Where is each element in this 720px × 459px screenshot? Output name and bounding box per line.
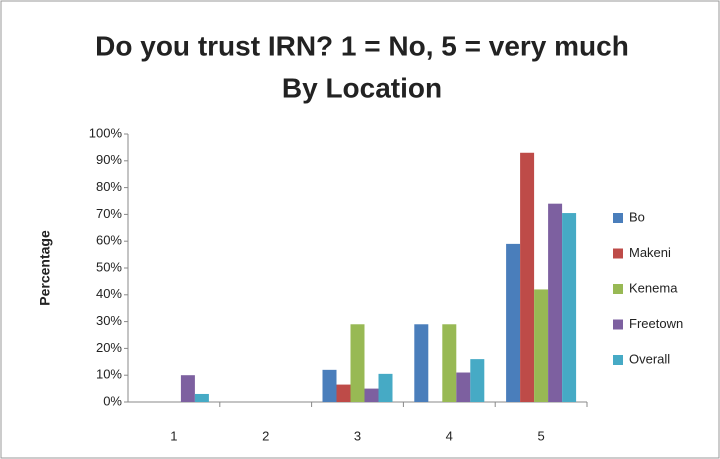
bar bbox=[506, 243, 521, 402]
bar bbox=[350, 324, 365, 402]
x-tick-label: 1 bbox=[170, 428, 177, 443]
bar bbox=[470, 359, 485, 402]
bar bbox=[562, 213, 577, 402]
y-tick-label: 50% bbox=[96, 259, 122, 274]
bar bbox=[378, 373, 393, 402]
y-tick-label: 20% bbox=[96, 340, 122, 355]
x-tick-label: 3 bbox=[354, 428, 361, 443]
chart-subtitle: By Location bbox=[282, 72, 442, 103]
y-axis-label: Percentage bbox=[37, 230, 53, 306]
y-tick-label: 0% bbox=[103, 393, 122, 408]
legend-swatch bbox=[613, 319, 623, 330]
bar bbox=[456, 372, 471, 402]
y-tick-label: 80% bbox=[96, 179, 122, 194]
legend-swatch bbox=[613, 248, 623, 259]
legend-label: Overall bbox=[629, 351, 670, 366]
bar bbox=[194, 393, 209, 402]
bar bbox=[180, 375, 195, 402]
bar bbox=[414, 324, 429, 402]
y-tick-label: 10% bbox=[96, 367, 122, 382]
bar bbox=[442, 324, 457, 402]
chart-title: Do you trust IRN? 1 = No, 5 = very much bbox=[95, 30, 629, 61]
legend-label: Makeni bbox=[629, 245, 671, 260]
x-tick-label: 2 bbox=[262, 428, 269, 443]
legend-swatch bbox=[613, 284, 623, 294]
y-tick-label: 90% bbox=[96, 152, 122, 167]
x-tick-label: 5 bbox=[537, 428, 544, 443]
y-tick-label: 100% bbox=[89, 125, 123, 140]
legend-swatch bbox=[613, 355, 623, 365]
bar bbox=[534, 289, 549, 402]
y-tick-label: 30% bbox=[96, 313, 122, 328]
legend-label: Freetown bbox=[629, 316, 683, 331]
y-tick-label: 70% bbox=[96, 206, 122, 221]
bar bbox=[520, 152, 535, 402]
legend-label: Bo bbox=[629, 209, 645, 224]
x-tick-label: 4 bbox=[446, 428, 453, 443]
bar bbox=[364, 388, 379, 402]
y-tick-label: 60% bbox=[96, 233, 122, 248]
bar bbox=[548, 203, 563, 402]
bar bbox=[322, 369, 337, 402]
legend-label: Kenema bbox=[629, 280, 678, 295]
y-tick-label: 40% bbox=[96, 286, 122, 301]
legend-swatch bbox=[613, 213, 623, 223]
bar bbox=[336, 384, 351, 402]
